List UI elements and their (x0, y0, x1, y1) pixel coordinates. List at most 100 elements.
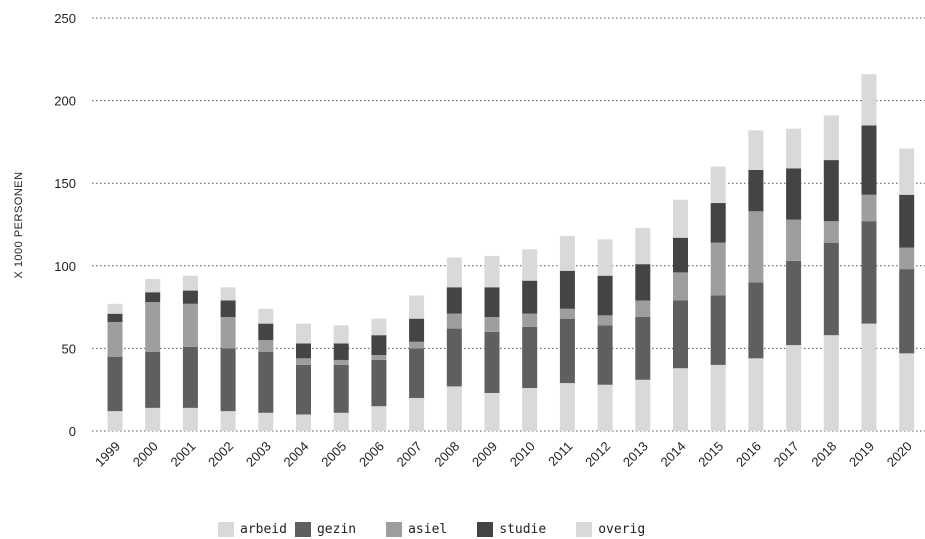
bar-segment-studie (409, 318, 425, 342)
legend-swatch (576, 522, 593, 537)
legend-label: studie (499, 522, 547, 537)
bar-segment-arbeid (371, 406, 387, 431)
bar-segment-arbeid (107, 411, 123, 431)
bar-segment-asiel (145, 302, 161, 352)
legend: arbeid gezin asiel studie overig (218, 522, 645, 537)
x-tick-label: 2016 (733, 439, 764, 470)
bar-segment-studie (522, 280, 538, 314)
bar-segment-gezin (748, 282, 764, 359)
bar-segment-arbeid (748, 358, 764, 431)
bar-segment-asiel (258, 340, 274, 352)
bar-segment-asiel (823, 221, 839, 243)
bar-segment-asiel (484, 317, 500, 332)
bar-segment-arbeid (484, 393, 500, 431)
y-tick-label: 0 (69, 424, 76, 439)
bar-segment-studie (145, 292, 161, 303)
bar-segment-asiel (861, 194, 877, 222)
bar-segment-arbeid (861, 323, 877, 431)
bar-segment-arbeid (559, 383, 575, 431)
gridlines (92, 17, 925, 432)
bar-segment-arbeid (786, 345, 802, 431)
legend-item-arbeid: arbeid (218, 522, 287, 537)
bar-segment-arbeid (823, 335, 839, 431)
bar-segment-gezin (107, 356, 123, 412)
bar-segment-overig (559, 236, 575, 271)
x-tick-label: 2017 (771, 439, 802, 470)
bar-segment-asiel (296, 358, 311, 365)
bar-segment-arbeid (597, 384, 613, 431)
bar-segment-arbeid (446, 386, 462, 431)
bar-segment-studie (748, 169, 764, 212)
bar-segment-gezin (786, 260, 802, 346)
bar-segment-gezin (182, 346, 198, 408)
bar-segment-overig (861, 74, 877, 126)
bar-segment-arbeid (220, 411, 236, 431)
legend-item-studie: studie (477, 522, 546, 537)
legend-item-gezin: gezin (294, 522, 356, 537)
x-tick-label: 2001 (167, 439, 198, 470)
bar-segment-arbeid (258, 412, 274, 431)
bar-segment-studie (371, 335, 387, 356)
bar-segment-arbeid (296, 414, 311, 431)
bar-segment-gezin (597, 325, 613, 385)
bar-segment-arbeid (635, 379, 651, 431)
x-tick-label: 2019 (846, 439, 877, 470)
bar-segment-studie (107, 313, 123, 322)
y-axis-ticks: 0 50 100 150 200 250 (54, 11, 76, 439)
x-tick-label: 2006 (356, 439, 387, 470)
x-tick-label: 2018 (808, 439, 839, 470)
y-axis-label: X 1000 PERSONEN (13, 171, 25, 278)
bar-segment-asiel (559, 308, 575, 319)
bar-segment-gezin (522, 326, 538, 389)
bar-segment-gezin (409, 348, 425, 398)
bar-segment-studie (258, 323, 274, 341)
bar-segment-asiel (597, 315, 613, 326)
legend-swatch (294, 522, 311, 537)
bar-segment-overig (786, 128, 802, 169)
bar-segment-gezin (296, 364, 311, 415)
x-tick-label: 2002 (205, 439, 236, 470)
legend-item-overig: overig (576, 522, 645, 537)
bar-segment-overig (371, 318, 387, 336)
bar-segment-asiel (220, 317, 236, 349)
stacked-bar-chart: 0 50 100 150 200 250 1999 2000 2001 2002 2003 2004… (13, 11, 925, 470)
bar-segment-asiel (333, 359, 349, 365)
bar-segment-studie (673, 237, 688, 273)
legend-swatch (477, 522, 494, 537)
bar-segment-overig (296, 323, 311, 344)
bar-segment-asiel (107, 321, 123, 357)
bar-segment-gezin (258, 351, 274, 413)
legend-swatch (386, 522, 403, 537)
bar-segment-overig (258, 308, 274, 324)
x-tick-label: 2011 (545, 439, 575, 469)
bar-segment-gezin (371, 359, 387, 407)
y-tick-label: 200 (54, 94, 76, 109)
bar-segment-gezin (559, 318, 575, 384)
bar-segment-gezin (899, 269, 915, 354)
bar-segment-asiel (409, 341, 425, 349)
bar-segment-gezin (673, 300, 688, 369)
bar-segment-arbeid (673, 368, 688, 431)
bar-segment-studie (635, 264, 651, 301)
bar-segment-studie (786, 168, 802, 220)
bar-segment-studie (182, 290, 198, 304)
bar-segment-studie (823, 160, 839, 222)
x-tick-label: 1999 (92, 439, 123, 470)
bar-segment-arbeid (182, 407, 198, 431)
x-tick-label: 2013 (620, 439, 651, 470)
x-tick-label: 2008 (431, 439, 462, 470)
legend-label: arbeid (240, 522, 287, 537)
bar-segment-asiel (899, 247, 915, 270)
bars (107, 74, 915, 431)
bar-segment-asiel (522, 313, 538, 327)
bar-segment-gezin (446, 328, 462, 387)
bar-segment-asiel (371, 355, 387, 360)
bar-segment-studie (220, 300, 236, 318)
bar-segment-arbeid (145, 407, 161, 431)
x-tick-label: 2007 (394, 439, 425, 470)
bar-segment-overig (333, 325, 349, 344)
bar-segment-overig (748, 130, 764, 170)
bar-segment-overig (107, 303, 123, 314)
x-tick-label: 2005 (318, 439, 349, 470)
bar-segment-gezin (710, 295, 726, 365)
